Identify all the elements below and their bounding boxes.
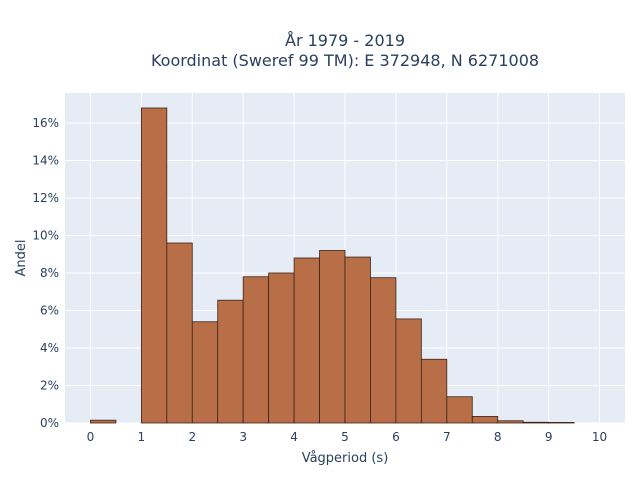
histogram-bar (140, 107, 168, 424)
histogram-bar (370, 277, 397, 424)
histogram-bar (242, 276, 270, 424)
x-tick-label: 7 (443, 430, 451, 444)
x-tick-label: 9 (545, 430, 553, 444)
y-tick-label: 2% (40, 379, 59, 393)
histogram-bar (446, 396, 473, 424)
histogram-bar (166, 242, 193, 424)
x-tick-label: 10 (592, 430, 607, 444)
y-axis-title: Andel (14, 240, 29, 277)
y-tick-label: 16% (32, 116, 59, 130)
y-tick-label: 10% (32, 229, 59, 243)
histogram-bar (344, 256, 371, 424)
chart-title-line1: År 1979 - 2019 (285, 31, 405, 50)
x-tick-label: 5 (341, 430, 349, 444)
bars (90, 107, 575, 424)
histogram-bar (420, 358, 448, 424)
histogram-bar (497, 420, 524, 424)
x-tick-label: 0 (87, 430, 95, 444)
histogram-bar (293, 257, 320, 424)
histogram-bar (548, 422, 575, 424)
x-tick-label: 2 (188, 430, 196, 444)
x-tick-label: 8 (494, 430, 502, 444)
y-tick-label: 0% (40, 416, 59, 430)
y-tick-label: 4% (40, 341, 59, 355)
histogram-bar (90, 419, 117, 424)
y-axis-ticks: 0% 2% 4% 6% 8% 10% 12% 14% 16% (32, 116, 59, 430)
x-tick-label: 6 (392, 430, 400, 444)
x-tick-label: 3 (239, 430, 247, 444)
histogram-bar (471, 416, 499, 424)
histogram-bar (268, 272, 295, 424)
x-axis-title: Vågperiod (s) (302, 451, 389, 466)
y-tick-label: 6% (40, 304, 59, 318)
y-tick-label: 8% (40, 266, 59, 280)
chart-title-line2: Koordinat (Sweref 99 TM): E 372948, N 62… (151, 51, 539, 70)
histogram-bar (319, 250, 346, 424)
x-axis-ticks: 0 1 2 3 4 5 6 7 8 9 10 (87, 430, 608, 444)
y-tick-label: 14% (32, 154, 59, 168)
x-tick-label: 1 (138, 430, 146, 444)
histogram-bar (191, 321, 219, 424)
histogram-bar (522, 421, 550, 424)
y-tick-label: 12% (32, 191, 59, 205)
x-tick-label: 4 (290, 430, 298, 444)
histogram-bar (217, 299, 244, 424)
histogram-bar (395, 318, 422, 424)
